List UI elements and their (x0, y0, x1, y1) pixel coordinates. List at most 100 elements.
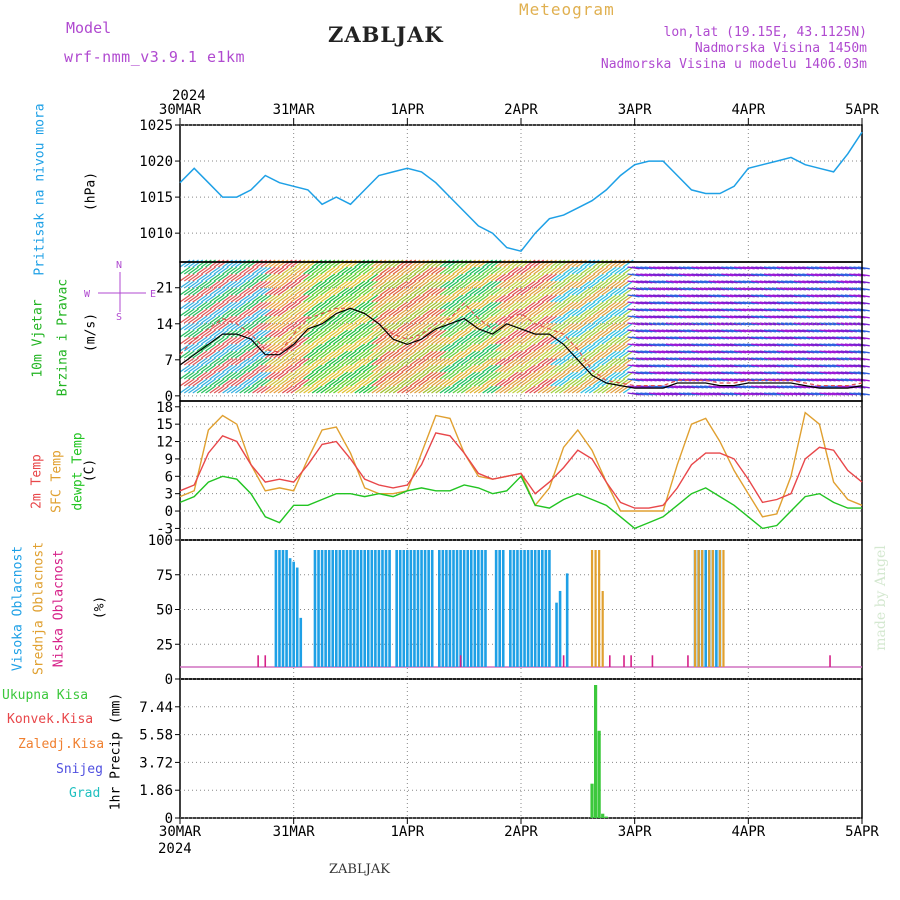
cloud-bar-high (477, 550, 480, 667)
model-value: wrf-nmm_v3.9.1 e1km (64, 48, 246, 66)
precip-label-hail: Grad (69, 786, 101, 801)
cloud-bar-high (516, 550, 519, 667)
cloud-bar-high (544, 550, 548, 667)
cloud-bar-high (416, 550, 420, 667)
cloud-bar-high (555, 602, 558, 667)
y-tick-label: 12 (156, 435, 173, 451)
y-tick-label: 0 (165, 811, 173, 827)
dewpt-line (179, 475, 862, 530)
y-tick-label: 21 (156, 281, 173, 297)
precip-label-snow: Snijeg (56, 762, 103, 777)
cloud-bar-high (406, 550, 409, 667)
cloud-bar-low (623, 655, 625, 667)
cloud-bar-low (264, 655, 267, 667)
y-tick-label: 50 (156, 603, 173, 619)
cloud-bar-high (565, 573, 569, 667)
y-tick-label: -3 (156, 521, 173, 537)
y-tick-label: 0 (165, 389, 173, 405)
pressure-line (179, 131, 863, 253)
cloud-bar-low (687, 655, 689, 667)
precip-bar-total (604, 816, 608, 818)
cloud-bar-high (501, 550, 505, 667)
y-tick-label: 1020 (139, 154, 173, 170)
cloud-bar-high (519, 550, 523, 667)
temp2m-line (179, 432, 863, 509)
x-tick-bottom: 5APR (845, 824, 879, 840)
cloud-bar-high (352, 550, 356, 667)
cloud-bar-high (356, 550, 359, 667)
cloud-bar-high (381, 550, 384, 667)
cloud-bar-low (651, 655, 654, 667)
cloud-bar-high (402, 550, 406, 667)
cloud-bar-high (313, 550, 317, 667)
cloud-bar-high (345, 550, 349, 667)
altitude-text: Nadmorska Visina 1450m (694, 41, 867, 56)
cloud-bar-high (438, 550, 441, 667)
cloud-bar-high (548, 550, 551, 667)
cloud-bar-high (452, 550, 455, 667)
compass-n: N (116, 260, 123, 271)
cloud-bar-high (324, 550, 327, 667)
year-bottom: 2024 (158, 841, 192, 857)
precip-label-total: Ukupna Kisa (2, 688, 89, 703)
cloud-bar-high (455, 550, 459, 667)
cloud-bar-high (494, 550, 498, 667)
x-tick-top: 5APR (845, 102, 879, 118)
cloud-bar-high (334, 550, 338, 667)
x-tick-top: 31MAR (273, 102, 316, 118)
cloud-bar-high (285, 550, 288, 667)
cloud-bar-high (281, 550, 285, 667)
y-tick-label: 7.44 (139, 700, 173, 716)
cloud-bar-high (395, 550, 398, 667)
cloud-bar-high (558, 590, 562, 667)
cloud-bar-high (541, 550, 544, 667)
precip-bar-total (593, 685, 598, 818)
cloud-bar-high (317, 550, 320, 667)
compass-s: S (116, 312, 123, 323)
y-tick-label: 7 (165, 353, 173, 369)
cloud-bar-low (562, 655, 565, 667)
wind-speed-line (179, 307, 863, 389)
y-tick-label: 75 (156, 568, 173, 584)
y-tick-label: 6 (165, 469, 173, 485)
model-label: Model (66, 19, 112, 37)
product-title: Meteogram (519, 0, 615, 19)
coords-text: lon,lat (19.15E, 43.1125N) (663, 25, 868, 40)
model-altitude-text: Nadmorska Visina u modelu 1406.03m (600, 57, 867, 72)
y-tick-label: 100 (148, 533, 173, 549)
x-tick-bottom: 31MAR (273, 824, 316, 840)
cloud-bar-high (363, 550, 367, 667)
cloud-bar-high (537, 550, 541, 667)
cloud-bar-high (349, 550, 352, 667)
y-tick-label: 0 (165, 672, 173, 688)
x-tick-bottom: 3APR (618, 824, 652, 840)
y-tick-label: 25 (156, 637, 173, 653)
cloud-bar-high (480, 550, 484, 667)
cloud-bar-high (409, 550, 413, 667)
x-tick-bottom: 4APR (731, 824, 765, 840)
precip-bar-total (601, 813, 605, 818)
cloud-bar-high (466, 550, 470, 667)
year-top: 2024 (172, 88, 206, 104)
footer-station: ZABLJAK (329, 862, 390, 877)
x-tick-bottom: 30MAR (159, 824, 202, 840)
cloud-bar-low (630, 655, 632, 667)
y-tick-label: 3.72 (139, 755, 173, 771)
cloud-bar-high (498, 550, 501, 667)
cloud-bar-high (384, 550, 388, 667)
cloud-bar-high (441, 550, 445, 667)
cloud-bar-high (299, 617, 303, 667)
y-tick-label: 1025 (139, 118, 173, 134)
cloud-bar-high (445, 550, 448, 667)
cloud-bar-high (370, 550, 374, 667)
compass-e: E (150, 289, 157, 300)
cloud-bar-high (398, 550, 402, 667)
cloud-bar-high (295, 567, 299, 667)
x-tick-bottom: 1APR (390, 824, 424, 840)
precip-label-conv: Konvek.Kisa (7, 712, 94, 727)
y-tick-label: 5.58 (139, 728, 173, 744)
cloud-bar-high (327, 550, 331, 667)
cloud-bar-high (530, 550, 533, 667)
cloud-bar-high (374, 550, 377, 667)
y-tick-label: 9 (165, 452, 173, 468)
